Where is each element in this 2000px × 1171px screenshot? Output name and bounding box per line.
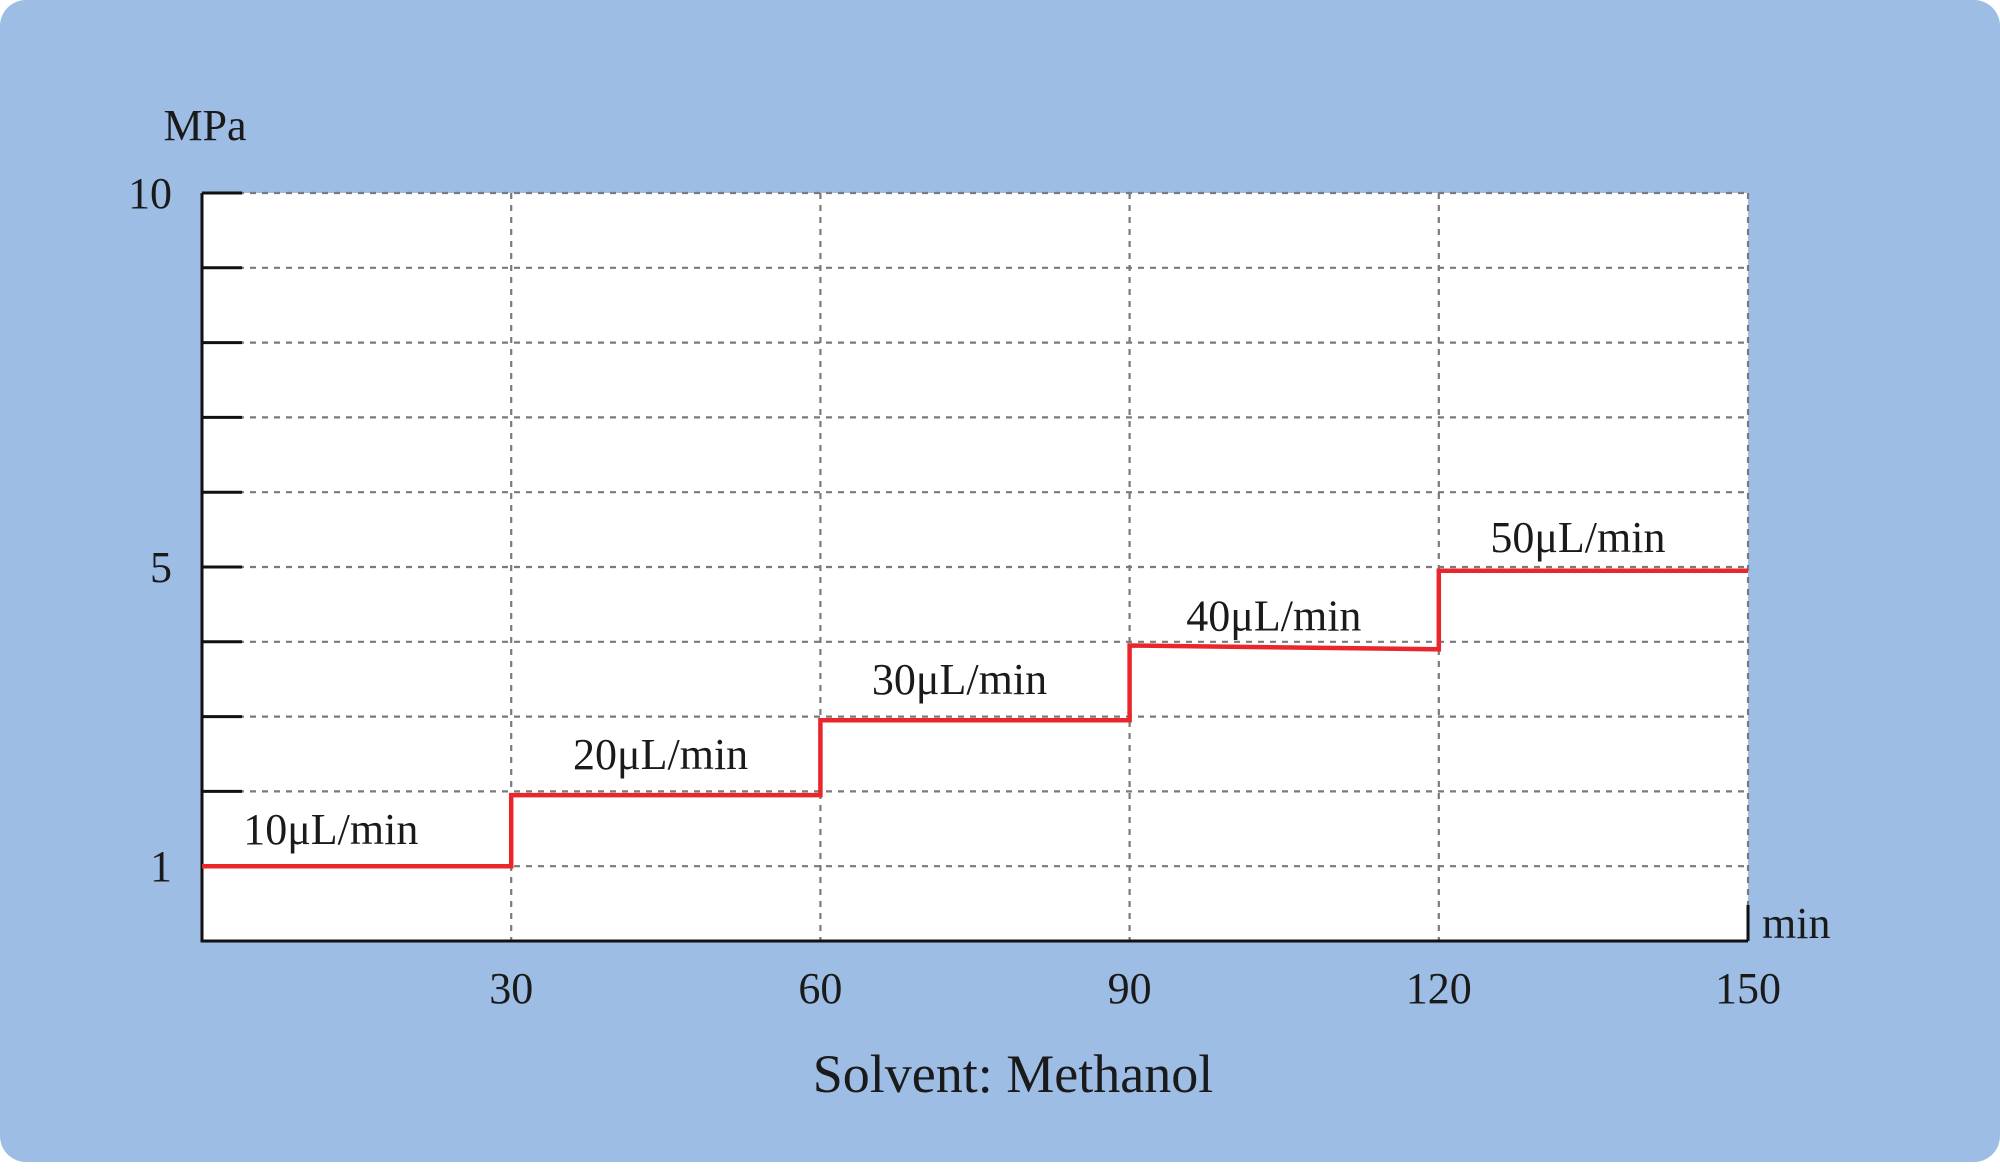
flow-rate-annotation: 40μL/min — [1186, 592, 1361, 641]
flow-rate-annotation: 10μL/min — [243, 805, 418, 854]
x-tick-label: 150 — [1715, 964, 1781, 1013]
x-tick-label: 60 — [798, 964, 842, 1013]
flow-rate-annotation: 50μL/min — [1490, 513, 1665, 562]
data-series — [202, 568, 1748, 869]
grid-lines — [202, 191, 1750, 941]
x-tick-label: 120 — [1406, 964, 1472, 1013]
y-tick-label: 5 — [150, 543, 172, 592]
chart-caption: Solvent: Methanol — [813, 1044, 1213, 1104]
y-tick-label: 1 — [150, 842, 172, 891]
x-axis-label: min — [1762, 899, 1830, 948]
y-axis-label: MPa — [163, 101, 246, 150]
x-tick-label: 30 — [489, 964, 533, 1013]
labels: MPa min Solvent: Methanol 30 60 90 120 150 1 5… — [128, 101, 1830, 1104]
flow-rate-annotation: 30μL/min — [872, 655, 1047, 704]
x-tick-label: 90 — [1108, 964, 1152, 1013]
pressure-step-line — [202, 568, 1748, 869]
y-tick-label: 10 — [128, 169, 172, 218]
flow-rate-annotation: 20μL/min — [573, 730, 748, 779]
